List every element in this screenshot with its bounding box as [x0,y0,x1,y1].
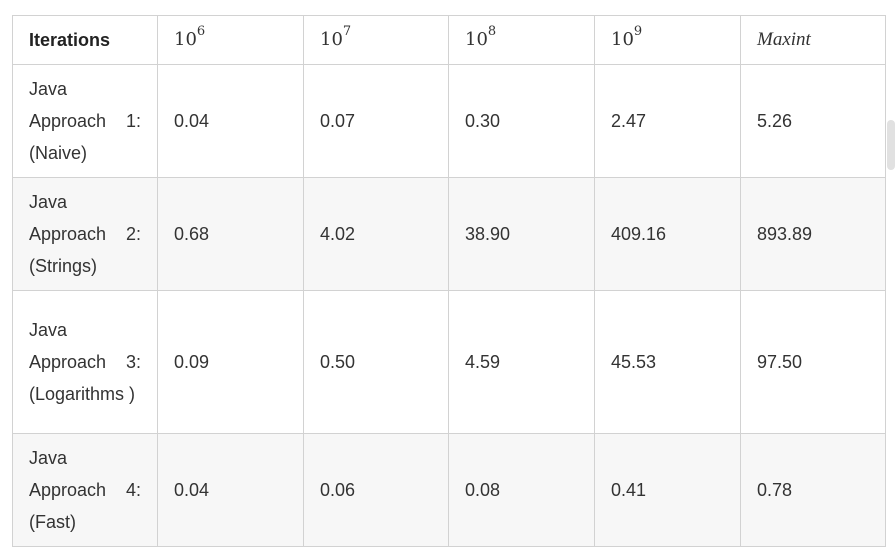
table-cell: 97.50 [740,290,886,434]
header-exponent: 7 [342,24,352,39]
header-base: 10 [320,29,343,50]
header-exponent: 6 [196,24,206,39]
table-cell: 0.06 [303,433,449,547]
header-base: 10 [174,29,197,50]
header-row: Iterations 106 107 108 109 Maxint [12,15,886,65]
table-cell: 0.41 [594,433,741,547]
table-cell: 0.68 [157,177,304,291]
header-base: 10 [611,29,634,50]
table-cell: 2.47 [594,64,741,178]
header-iterations: Iterations [12,15,158,65]
benchmark-table: Iterations 106 107 108 109 Maxint Java A… [12,15,886,547]
table-cell: 0.04 [157,433,304,547]
header-maxint: Maxint [740,15,886,65]
header-exponent: 8 [487,24,497,39]
table-cell: 409.16 [594,177,741,291]
table-cell: 38.90 [448,177,595,291]
header-10-pow-7: 107 [303,15,449,65]
row-label: Java Approach 2: (Strings) [12,177,158,291]
table-cell: 0.08 [448,433,595,547]
table-cell: 4.59 [448,290,595,434]
table-row: Java Approach 2: (Strings) 0.68 4.02 38.… [12,177,886,291]
table-cell: 5.26 [740,64,886,178]
table-cell: 0.04 [157,64,304,178]
table-cell: 0.07 [303,64,449,178]
table-cell: 4.02 [303,177,449,291]
table-cell: 0.78 [740,433,886,547]
table-row: Java Approach 4: (Fast) 0.04 0.06 0.08 0… [12,433,886,547]
header-exponent: 9 [633,24,643,39]
row-label: Java Approach 1: (Naive) [12,64,158,178]
vertical-scrollbar-thumb[interactable] [887,120,895,170]
row-label: Java Approach 4: (Fast) [12,433,158,547]
benchmark-table-container: Iterations 106 107 108 109 Maxint Java A… [12,15,886,547]
table-row: Java Approach 1: (Naive) 0.04 0.07 0.30 … [12,64,886,178]
table-cell: 0.09 [157,290,304,434]
header-10-pow-8: 108 [448,15,595,65]
table-row: Java Approach 3: (Logarithms ) 0.09 0.50… [12,290,886,434]
header-base: 10 [465,29,488,50]
header-10-pow-9: 109 [594,15,741,65]
table-cell: 893.89 [740,177,886,291]
table-cell: 0.50 [303,290,449,434]
table-cell: 45.53 [594,290,741,434]
table-cell: 0.30 [448,64,595,178]
row-label: Java Approach 3: (Logarithms ) [12,290,158,434]
header-10-pow-6: 106 [157,15,304,65]
